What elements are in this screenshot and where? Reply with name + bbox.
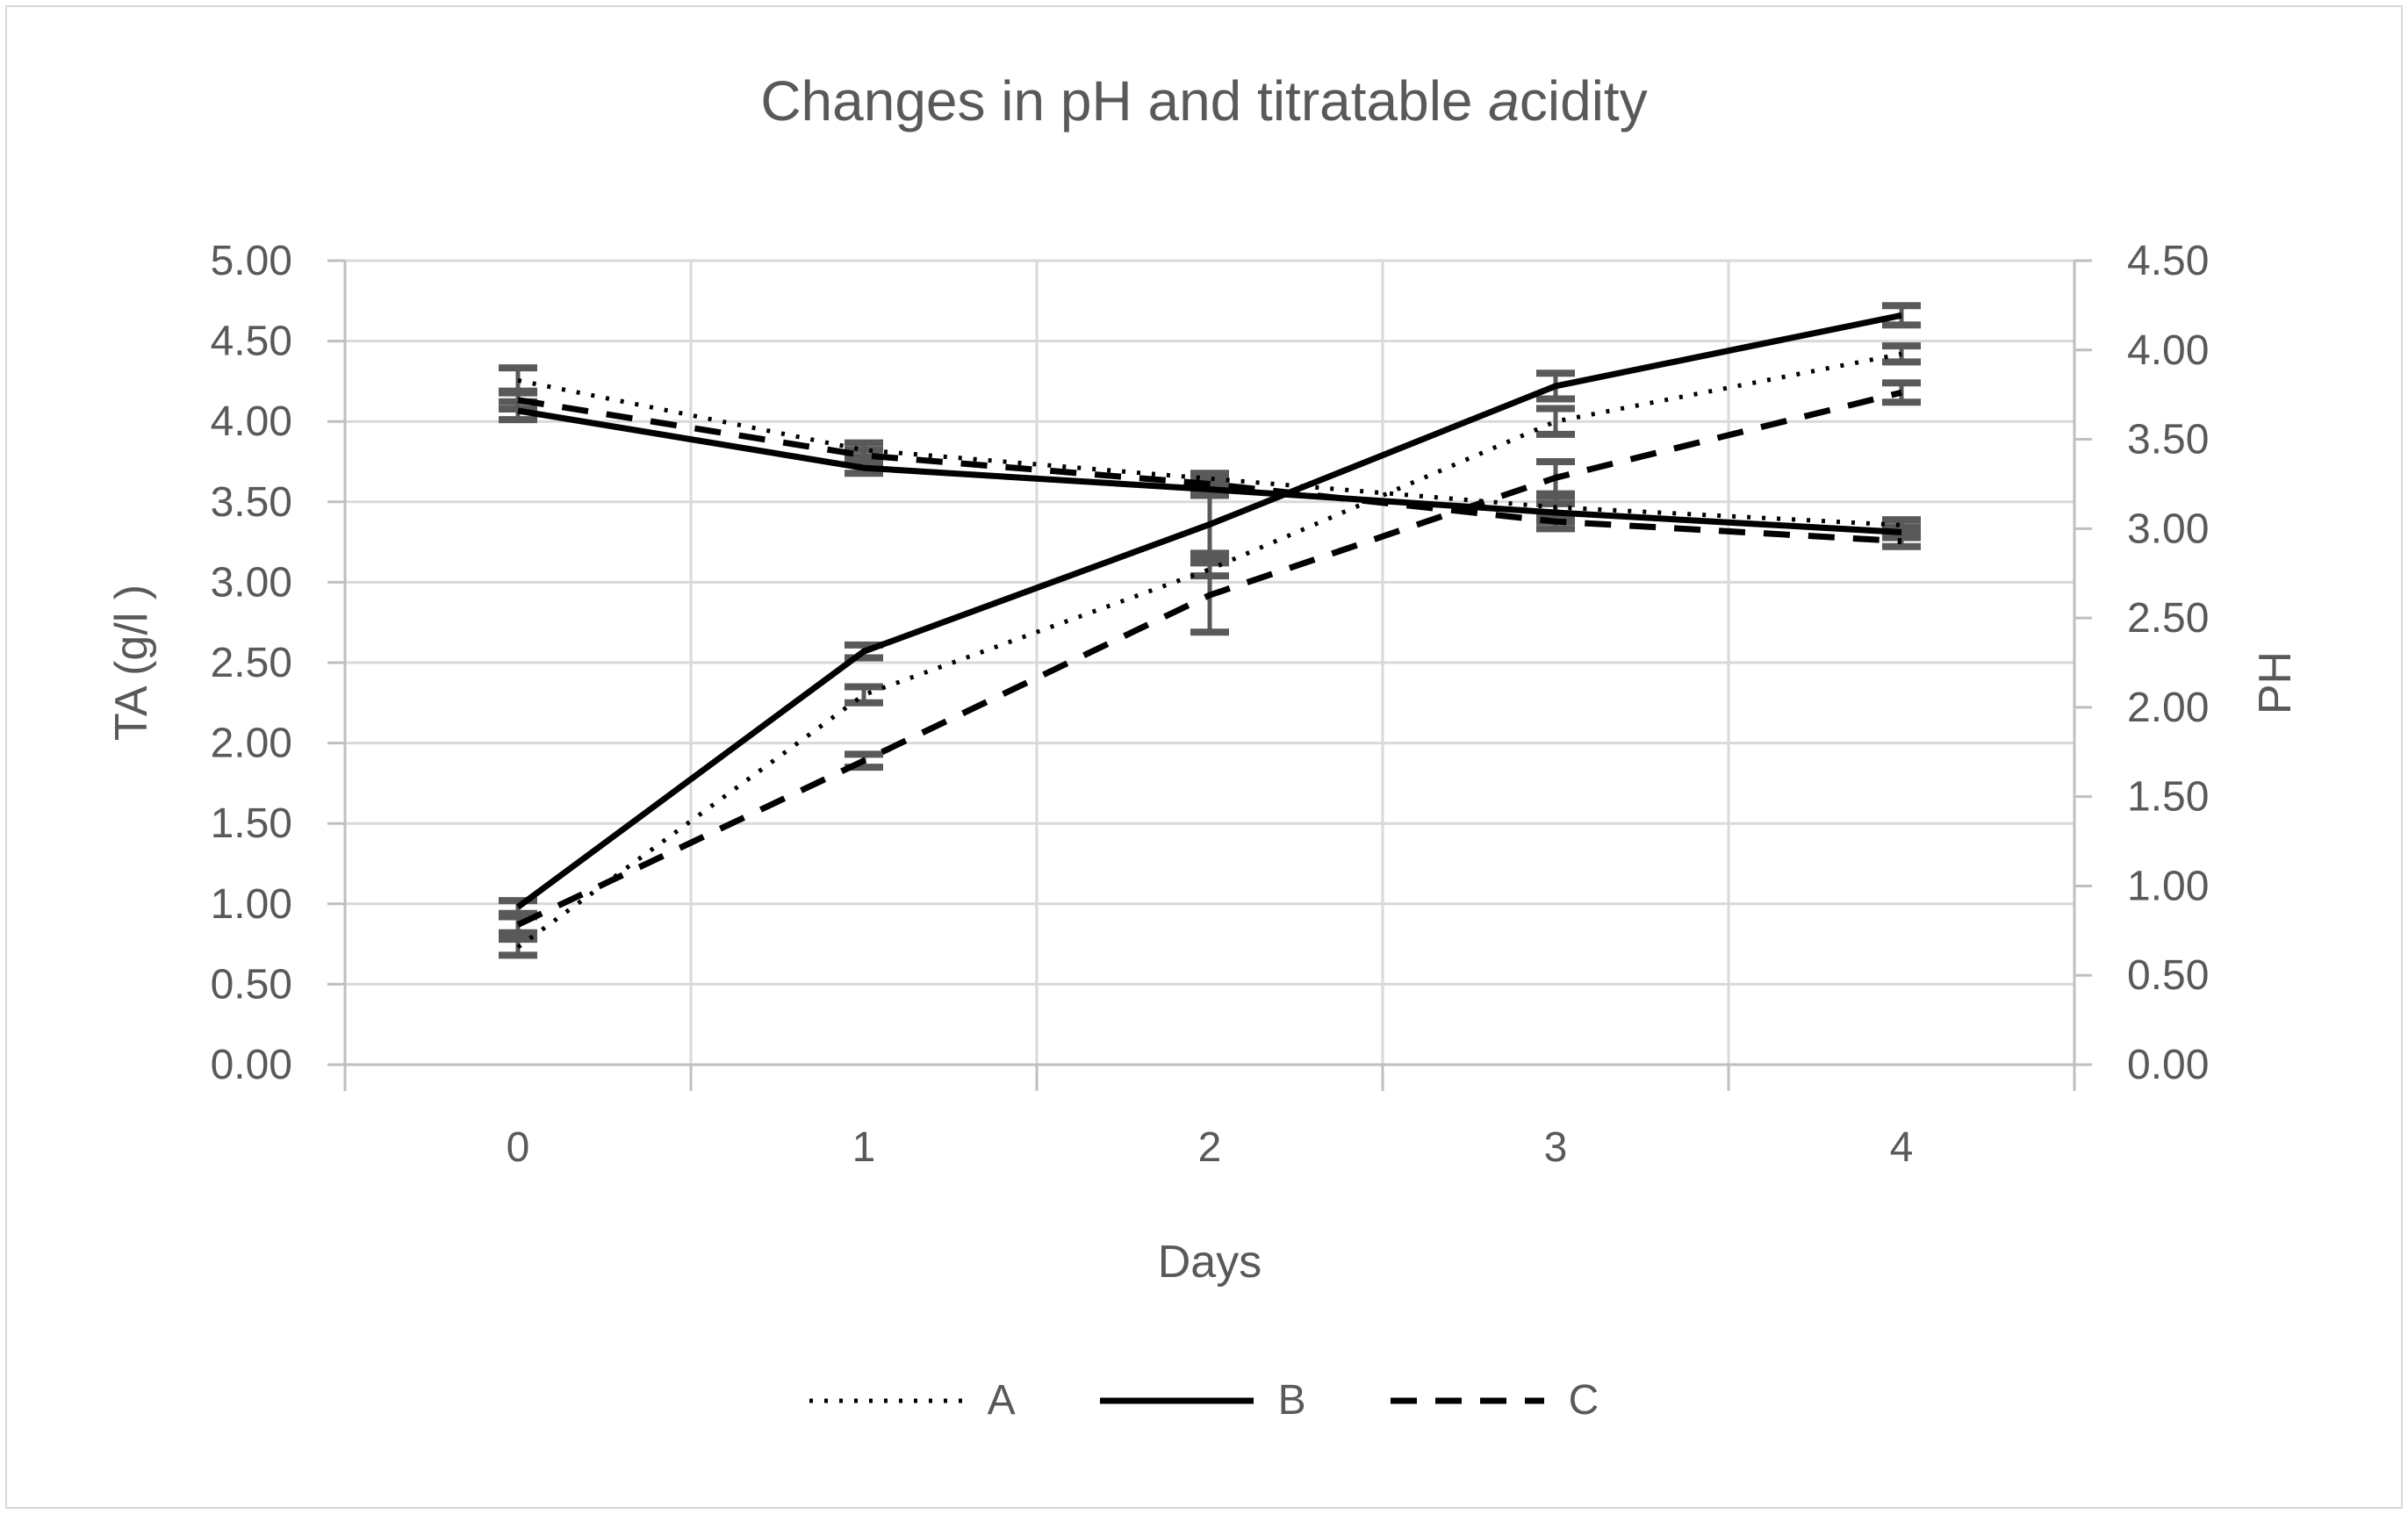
right-tick-label: 4.00 xyxy=(2127,327,2209,374)
chart-title-suffix: cidity xyxy=(1519,69,1648,133)
series-line-TA-B xyxy=(515,312,1902,910)
left-tick-label: 2.00 xyxy=(211,721,292,767)
left-tick-label: 5.00 xyxy=(211,238,292,284)
legend-item-C: C xyxy=(1390,1376,1599,1424)
right-tick-label: 0.50 xyxy=(2127,952,2209,999)
legend-label-A: A xyxy=(987,1377,1016,1424)
series-line-TA-C xyxy=(516,389,1902,928)
series-line-TA-A xyxy=(516,351,1902,950)
left-tick-label: 4.00 xyxy=(211,398,292,445)
chart-title-prefix: Changes in pH and titratable xyxy=(760,69,1489,133)
left-tick-label: 1.00 xyxy=(211,881,292,928)
x-tick-label: 2 xyxy=(1198,1124,1222,1171)
left-tick-label: 4.50 xyxy=(211,319,292,365)
x-tick-label: 1 xyxy=(852,1124,876,1171)
left-tick-label: 3.00 xyxy=(211,559,292,606)
left-tick-label: 1.50 xyxy=(211,800,292,847)
legend-label-B: B xyxy=(1277,1377,1306,1424)
right-tick-label: 3.00 xyxy=(2127,506,2209,552)
right-axis-title: PH xyxy=(2250,650,2301,715)
x-tick-label: 0 xyxy=(507,1124,530,1171)
left-axis-title: TA (g/l ) xyxy=(106,584,157,742)
left-tick-label: 0.00 xyxy=(211,1042,292,1088)
series-line-pH-B xyxy=(517,407,1902,535)
x-axis-title: Days xyxy=(1157,1237,1262,1288)
right-tick-label: 2.00 xyxy=(2127,685,2209,731)
right-tick-label: 2.50 xyxy=(2127,595,2209,642)
left-tick-label: 3.50 xyxy=(211,479,292,526)
right-tick-label: 3.50 xyxy=(2127,417,2209,463)
right-tick-label: 4.50 xyxy=(2127,238,2209,284)
legend-label-C: C xyxy=(1568,1377,1599,1424)
x-tick-label: 3 xyxy=(1544,1124,1568,1171)
legend-line-sample-B xyxy=(1099,1397,1254,1403)
chart-title: Changes in pH and titratable acidity xyxy=(0,68,2408,133)
right-tick-label: 1.50 xyxy=(2127,774,2209,821)
legend-item-B: B xyxy=(1099,1376,1306,1424)
legend-line-sample-C xyxy=(1390,1397,1544,1403)
right-tick-label: 0.00 xyxy=(2127,1042,2209,1088)
legend-item-A: A xyxy=(809,1376,1016,1424)
legend: A B C xyxy=(0,1376,2408,1424)
x-tick-label: 4 xyxy=(1890,1124,1914,1171)
legend-line-sample-A xyxy=(809,1398,963,1403)
left-tick-label: 2.50 xyxy=(211,640,292,686)
left-tick-label: 0.50 xyxy=(211,961,292,1008)
right-tick-label: 1.00 xyxy=(2127,863,2209,909)
series-line-pH-C xyxy=(517,397,1902,545)
chart-title-italic-a: a xyxy=(1488,69,1520,133)
